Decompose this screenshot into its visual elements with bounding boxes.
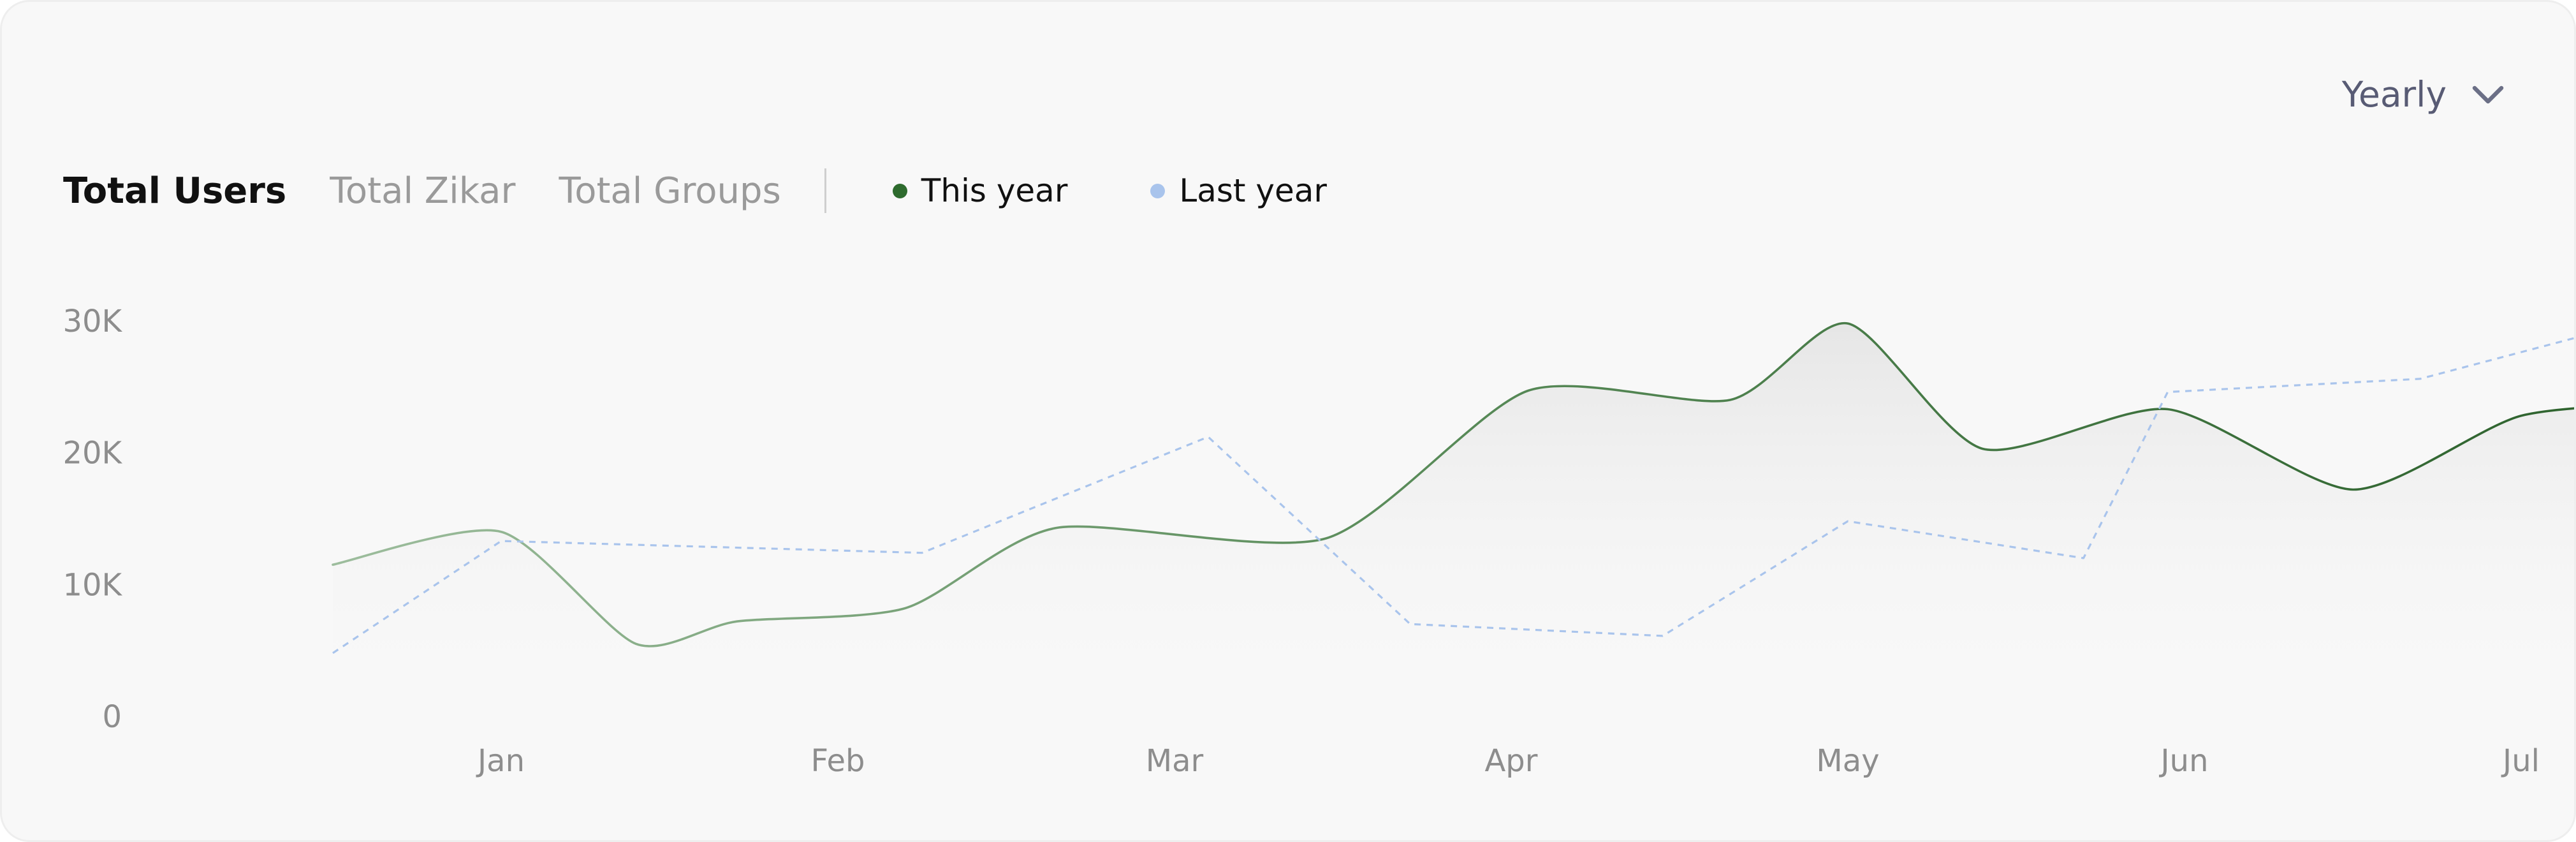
plot-area bbox=[332, 322, 2574, 716]
x-axis: Jan Feb Mar Apr May Jun Jul bbox=[476, 743, 2540, 779]
legend-last-year: Last year bbox=[1150, 172, 1327, 209]
y-tick-label: 0 bbox=[102, 699, 122, 735]
tabs-divider bbox=[824, 168, 826, 213]
legend-this-year: This year bbox=[892, 172, 1068, 209]
x-tick-label: Jun bbox=[2159, 743, 2209, 779]
period-select[interactable]: Yearly bbox=[2342, 69, 2505, 120]
legend-label-this-year: This year bbox=[921, 172, 1068, 209]
legend-label-last-year: Last year bbox=[1179, 172, 1327, 209]
x-tick-label: Jan bbox=[476, 743, 525, 779]
legend-dot-last-year bbox=[1150, 183, 1166, 198]
y-axis: 0 10K 20K 30K bbox=[62, 304, 122, 735]
tab-total-groups[interactable]: Total Groups bbox=[559, 170, 781, 212]
x-tick-label: Mar bbox=[1146, 743, 1204, 779]
x-tick-label: May bbox=[1816, 743, 1879, 779]
y-tick-label: 20K bbox=[62, 436, 122, 471]
legend-dot-this-year bbox=[892, 183, 907, 198]
series-line-last-year bbox=[332, 337, 2574, 654]
period-select-label: Yearly bbox=[2341, 74, 2447, 115]
metric-tabs: Total Users Total Zikar Total Groups Thi… bbox=[63, 160, 1410, 221]
x-tick-label: Feb bbox=[811, 743, 865, 779]
y-tick-label: 30K bbox=[62, 304, 122, 339]
x-tick-label: Apr bbox=[1484, 743, 1537, 779]
tab-total-users[interactable]: Total Users bbox=[63, 170, 287, 212]
series-line-this-year bbox=[332, 322, 2574, 647]
chevron-down-icon bbox=[2472, 85, 2504, 104]
series-area-this-year bbox=[333, 323, 2574, 716]
y-tick-label: 10K bbox=[62, 567, 122, 603]
tab-total-zikar[interactable]: Total Zikar bbox=[330, 170, 516, 212]
x-tick-label: Jul bbox=[2501, 743, 2540, 779]
